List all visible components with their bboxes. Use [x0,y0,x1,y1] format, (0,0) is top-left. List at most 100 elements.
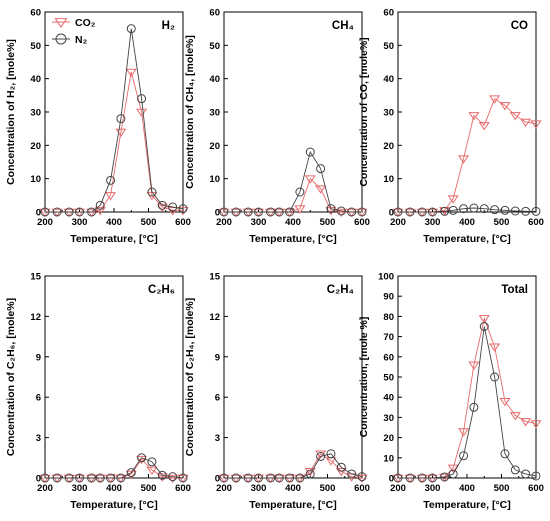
data-point [137,94,147,104]
data-point [416,474,428,484]
data-point [500,449,510,459]
legend-label: N₂ [75,34,88,46]
data-point [499,397,511,407]
data-point [479,322,489,331]
x-tick-label: 500 [494,483,510,494]
data-point [417,473,427,483]
plot-frame [44,275,184,479]
data-point [219,207,229,217]
data-point [509,412,521,421]
y-tick-label: 50 [209,41,220,52]
data-point [218,208,230,218]
y-tick-label: 30 [383,413,394,424]
plot-frame [223,275,363,479]
data-point [459,204,469,214]
data-point [106,175,116,185]
data-point [468,361,480,370]
y-tick-label: 6 [36,393,41,404]
x-tick-label: 200 [37,483,53,494]
data-point [273,474,285,484]
y-tick-label: 40 [30,74,41,85]
data-point [521,206,531,216]
x-tick-label: 400 [459,217,475,228]
x-tick-label: 400 [106,217,122,228]
data-point [94,207,106,216]
x-tick-label: 500 [320,217,336,228]
x-axis-title: Temperature, [°C] [249,499,336,511]
data-point [469,402,479,412]
legend-marker [54,18,68,28]
y-tick-label: 60 [383,352,394,363]
data-point [218,474,230,484]
data-point [265,474,277,484]
data-point [530,420,542,429]
series-co2 [392,95,542,218]
data-point [146,466,158,475]
y-tick-label: 30 [30,108,41,119]
data-point [95,473,105,483]
series-line [45,71,183,213]
data-point [305,469,315,479]
data-point [404,474,416,484]
x-tick-label: 400 [106,483,122,494]
data-point [530,120,542,129]
data-point [147,457,157,467]
data-point [315,185,327,194]
y-tick-label: 40 [383,74,394,85]
data-point [252,474,265,484]
data-point [347,469,357,479]
data-point [52,207,62,217]
x-tick-label: 200 [37,217,53,228]
data-point [468,112,480,121]
data-point [157,200,167,210]
data-point [266,207,276,217]
y-axis-title: Concentration of C₂H₆, [mole%] [5,298,17,456]
data-point [357,207,367,217]
data-point [231,207,241,217]
y-tick-label: 40 [209,74,220,85]
chart-total: 200 300 400 500 600 0 10 20 30 40 50 60 70 80 90 100 Tem… [358,272,544,512]
y-tick-label: 6 [215,393,220,404]
data-point [156,203,168,213]
data-point [219,473,229,483]
data-point [478,315,490,324]
y-tick-label: 20 [209,141,220,152]
data-point [440,472,450,482]
data-point [126,468,136,478]
data-point [439,473,451,483]
data-point [356,208,368,218]
x-tick-label: 400 [459,483,475,494]
data-point [336,206,346,216]
data-point [51,208,63,218]
data-point [428,473,437,483]
y-tick-label: 20 [383,433,394,444]
y-axis-title: Concentration of H₂, [mole%] [5,39,17,185]
plot-frame [223,11,363,213]
data-point [254,207,263,217]
data-point [40,207,50,217]
data-point [242,474,254,484]
data-point [448,205,458,215]
y-axis-title: Concentration, [mole %] [358,317,370,438]
data-point [304,468,316,477]
data-point [479,204,489,214]
data-point [426,208,439,218]
data-point [405,207,415,217]
x-tick-label: 200 [390,217,406,228]
y-axis-title: Concentration of C₂H₄, [mole%] [184,298,196,456]
data-point [125,470,137,480]
series-line [45,457,184,479]
y-tick-label: 0 [389,208,394,219]
x-axis-title: Temperature, [°C] [70,233,157,245]
data-point [86,208,98,218]
x-tick-label: 300 [251,217,267,228]
data-point [315,450,327,459]
y-tick-label: 20 [30,141,41,152]
data-point [510,465,520,475]
x-tick-label: 200 [216,217,232,228]
data-point [416,208,428,218]
data-point [305,147,315,157]
y-tick-label: 30 [383,108,394,119]
data-point [115,474,127,484]
data-point [94,474,106,484]
